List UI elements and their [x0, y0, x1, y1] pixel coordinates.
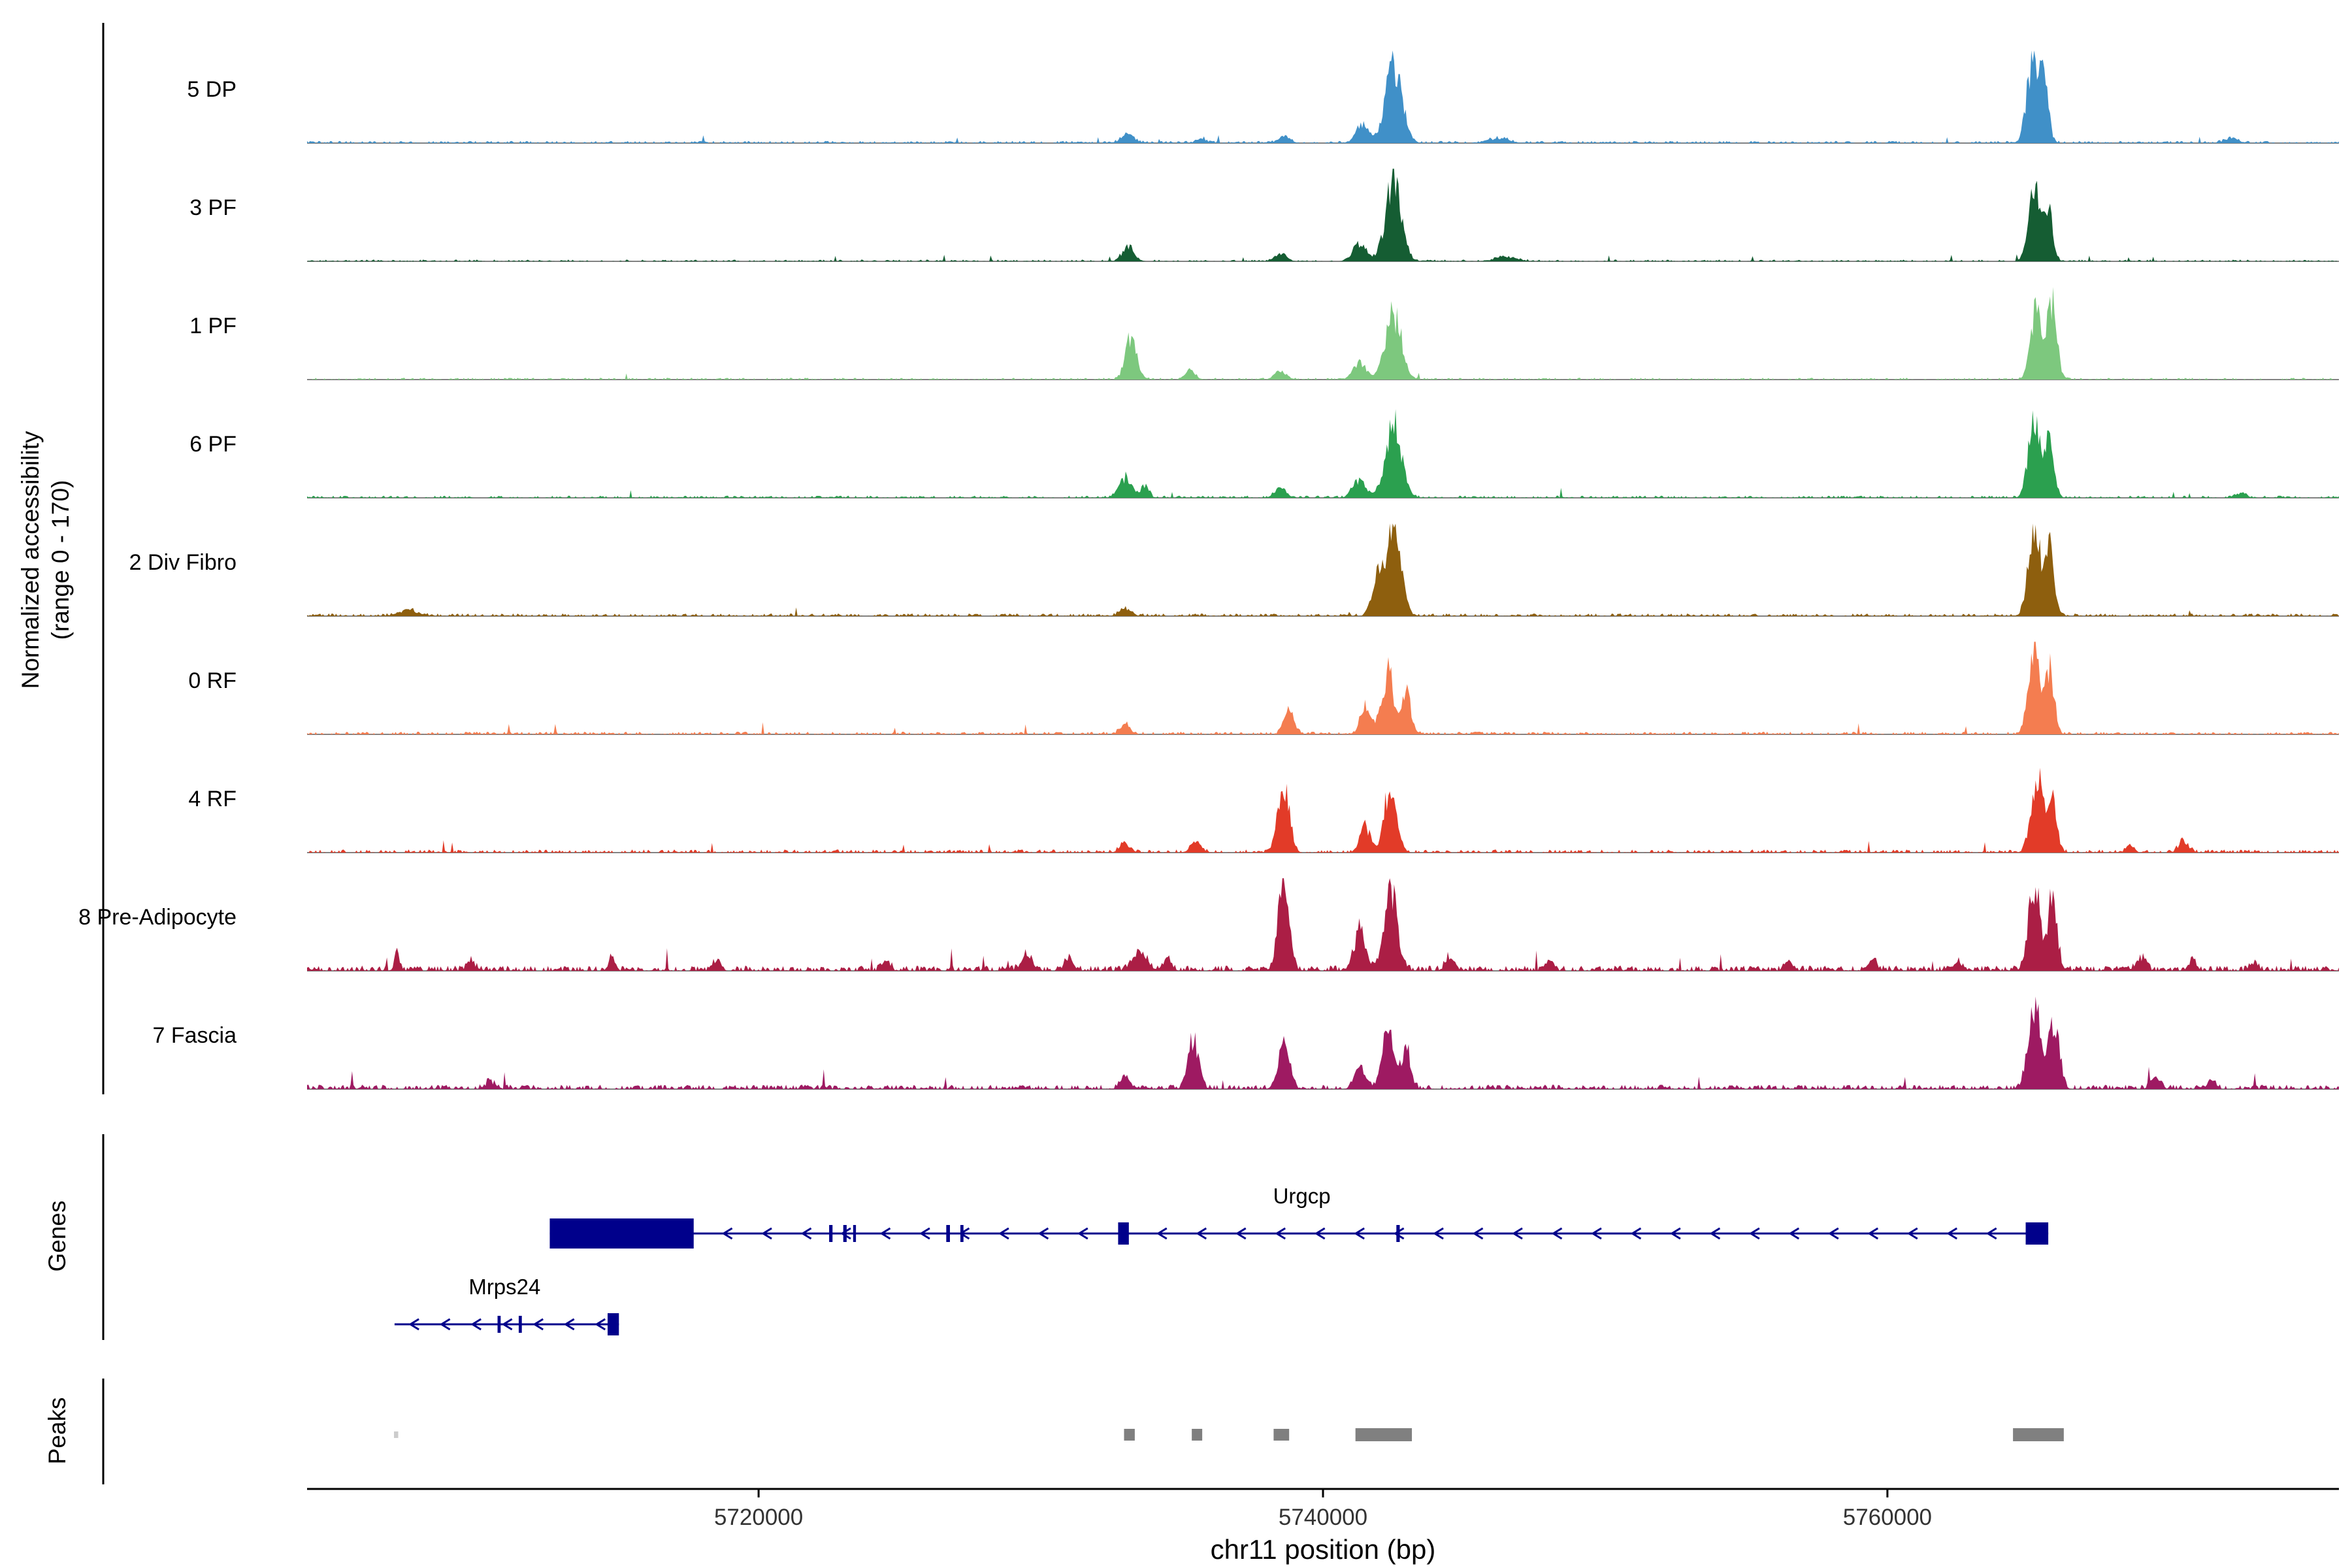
gene-strand-arrow-icon: [532, 1318, 544, 1331]
peak-region: [1192, 1429, 1203, 1441]
track-label-0-rf: 0 RF: [188, 668, 237, 693]
gene-strand-arrow-icon: [800, 1227, 812, 1240]
gene-model-urgcp: Urgcp: [549, 1184, 2049, 1249]
gene-exon: [608, 1313, 619, 1335]
track-label-5-dp: 5 DP: [187, 77, 237, 102]
gene-exon: [853, 1225, 857, 1242]
gene-strand-arrow-icon: [919, 1227, 930, 1240]
track-signal-8-pre-adipocyte: [307, 878, 2339, 971]
x-axis-title: chr11 position (bp): [1210, 1534, 1436, 1565]
gene-exon: [960, 1225, 964, 1242]
gene-strand-arrow-icon: [1433, 1227, 1444, 1240]
track-signal-5-dp: [307, 50, 2339, 143]
gene-strand-arrow-icon: [761, 1227, 772, 1240]
x-tick-label: 5760000: [1843, 1505, 1932, 1530]
gene-strand-arrow-icon: [1749, 1227, 1760, 1240]
gene-exon: [549, 1218, 694, 1249]
track-signal-7-fascia: [307, 996, 2339, 1089]
gene-strand-arrow-icon: [1630, 1227, 1642, 1240]
track-label-7-fascia: 7 Fascia: [152, 1023, 237, 1048]
gene-strand-arrow-icon: [470, 1318, 482, 1331]
gene-strand-arrow-icon: [721, 1227, 733, 1240]
peak-region: [1124, 1429, 1135, 1441]
gene-strand-arrow-icon: [1946, 1227, 1958, 1240]
gene-strand-arrow-icon: [501, 1318, 513, 1331]
x-tick-label: 5720000: [714, 1505, 803, 1530]
gene-strand-arrow-icon: [408, 1318, 419, 1331]
gene-strand-arrow-icon: [1709, 1227, 1721, 1240]
gene-exon: [829, 1225, 833, 1242]
gene-strand-arrow-icon: [1037, 1227, 1049, 1240]
track-label-6-pf: 6 PF: [189, 432, 237, 457]
gene-strand-arrow-icon: [1077, 1227, 1088, 1240]
gene-strand-arrow-icon: [1275, 1227, 1286, 1240]
gene-strand-arrow-icon: [998, 1227, 1009, 1240]
gene-label-urgcp: Urgcp: [1273, 1184, 1331, 1208]
track-label-1-pf: 1 PF: [189, 314, 237, 338]
gene-strand-arrow-icon: [1354, 1227, 1365, 1240]
gene-strand-arrow-icon: [1867, 1227, 1879, 1240]
track-label-2-div-fibro: 2 Div Fibro: [129, 550, 237, 575]
gene-strand-arrow-icon: [1827, 1227, 1839, 1240]
gene-exon: [946, 1225, 950, 1242]
gene-strand-arrow-icon: [1906, 1227, 1918, 1240]
track-label-4-rf: 4 RF: [188, 787, 237, 811]
track-signal-2-div-fibro: [307, 523, 2339, 616]
gene-strand-arrow-icon: [1788, 1227, 1800, 1240]
gene-strand-arrow-icon: [1512, 1227, 1523, 1240]
gene-strand-arrow-icon: [1393, 1227, 1405, 1240]
gene-strand-arrow-icon: [1156, 1227, 1168, 1240]
gene-exon: [2025, 1222, 2049, 1245]
peak-region: [1273, 1429, 1290, 1441]
gene-exon: [1396, 1225, 1400, 1242]
gene-exon: [1118, 1222, 1129, 1245]
gene-model-mrps24: Mrps24: [394, 1275, 619, 1335]
gene-strand-arrow-icon: [563, 1318, 575, 1331]
gene-exon: [843, 1225, 847, 1242]
x-tick-label: 5740000: [1279, 1505, 1367, 1530]
gene-strand-arrow-icon: [1235, 1227, 1247, 1240]
gene-strand-arrow-icon: [1591, 1227, 1602, 1240]
gene-strand-arrow-icon: [1985, 1227, 1997, 1240]
track-label-8-pre-adipocyte: 8 Pre-Adipocyte: [78, 905, 237, 930]
peak-region: [2013, 1428, 2064, 1441]
track-signal-4-rf: [307, 768, 2339, 853]
gene-exon: [518, 1316, 522, 1333]
track-label-3-pf: 3 PF: [189, 195, 237, 220]
gene-label-mrps24: Mrps24: [468, 1275, 540, 1299]
peak-region: [1355, 1428, 1413, 1441]
gene-strand-arrow-icon: [1196, 1227, 1207, 1240]
track-signal-3-pf: [307, 169, 2339, 261]
gene-strand-arrow-icon: [1670, 1227, 1681, 1240]
track-signal-0-rf: [307, 642, 2339, 734]
gene-strand-arrow-icon: [879, 1227, 891, 1240]
gene-strand-arrow-icon: [439, 1318, 451, 1331]
track-signal-1-pf: [307, 287, 2339, 380]
track-signal-6-pf: [307, 409, 2339, 498]
gene-strand-arrow-icon: [840, 1227, 851, 1240]
gene-exon: [497, 1316, 501, 1333]
gene-strand-arrow-icon: [1314, 1227, 1326, 1240]
gene-strand-arrow-icon: [1551, 1227, 1563, 1240]
gene-strand-arrow-icon: [595, 1318, 606, 1331]
peak-region: [394, 1431, 399, 1438]
gene-strand-arrow-icon: [1472, 1227, 1484, 1240]
